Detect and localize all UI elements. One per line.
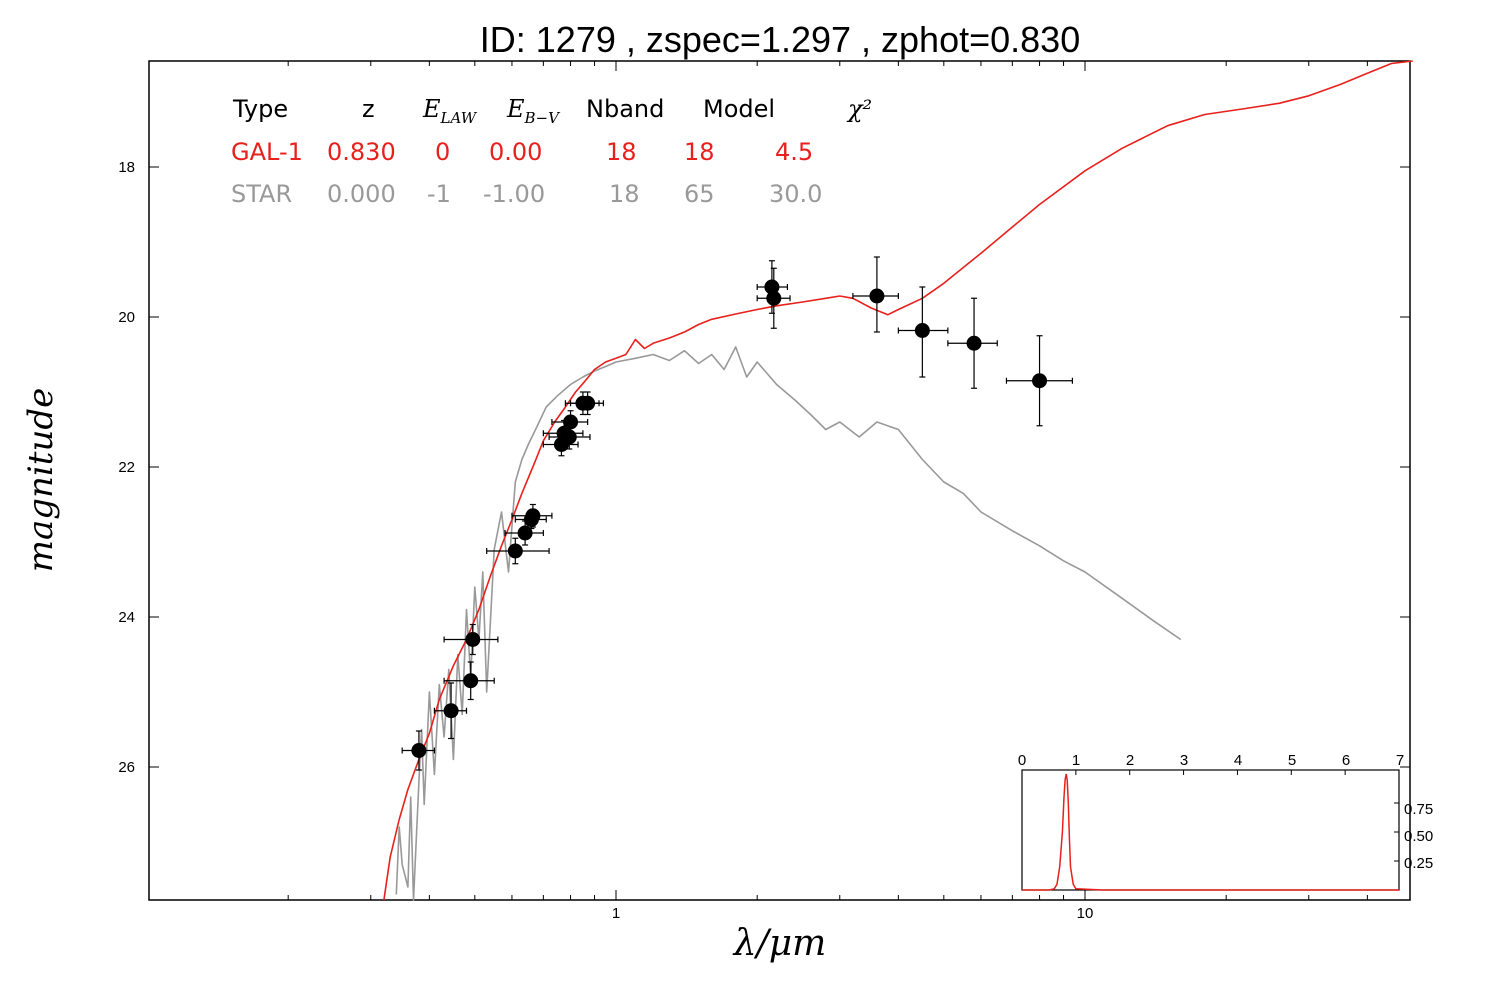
- observation-point: [869, 288, 885, 304]
- legend-gal-chi2: 4.5: [775, 138, 813, 166]
- legend-header-elaw-sub: LAW: [440, 109, 478, 127]
- inset-x-tick-label: 3: [1180, 752, 1188, 769]
- inset-y-tick-label: 0.50: [1404, 828, 1433, 845]
- y-tick-label: 22: [118, 459, 135, 476]
- observation-point: [465, 632, 481, 647]
- x-axis-label: λ/μm: [732, 923, 826, 964]
- legend-header-elaw: ELAW: [422, 95, 478, 127]
- legend-header-model: Model: [703, 95, 775, 123]
- observation-point: [764, 279, 780, 295]
- observation-point: [966, 335, 982, 351]
- observation-point: [443, 703, 459, 719]
- legend-star-type: STAR: [231, 180, 292, 208]
- legend-gal-type: GAL-1: [231, 138, 303, 166]
- legend-gal-model: 18: [684, 138, 715, 166]
- legend-star-ebv: -1.00: [483, 180, 545, 208]
- inset-x-tick-label: 7: [1396, 752, 1404, 769]
- observation-point: [523, 512, 539, 527]
- observation-point: [411, 743, 427, 758]
- legend-header-ebv-sub: B−V: [524, 109, 562, 127]
- y-axis-label: magnitude: [21, 388, 61, 573]
- main-axis-ticks: [149, 61, 1410, 900]
- inset-x-tick-label: 1: [1072, 752, 1080, 769]
- main-series-group: [383, 60, 1413, 901]
- inset-x-tick-label: 4: [1234, 752, 1242, 769]
- legend-header-chi2: χ²: [846, 95, 872, 123]
- legend-header-type: Type: [232, 95, 288, 123]
- chart-title: ID: 1279 , zspec=1.297 , zphot=0.830: [480, 19, 1080, 60]
- y-tick-label: 18: [118, 159, 135, 176]
- observation-point: [1032, 373, 1048, 389]
- legend-gal-ebv: 0.00: [489, 138, 542, 166]
- inset-x-tick-label: 2: [1126, 752, 1134, 769]
- y-tick-label: 20: [118, 309, 135, 326]
- legend-star-elaw: -1: [427, 180, 451, 208]
- observation-point: [580, 395, 596, 411]
- legend-star-model: 65: [684, 180, 715, 208]
- y-tick-label: 24: [118, 609, 135, 626]
- observation-point: [766, 290, 782, 306]
- inset-pdf-line: [1022, 773, 1399, 891]
- legend-header-nband: Nband: [586, 95, 664, 123]
- legend-header-z: z: [362, 95, 375, 123]
- observation-point: [914, 323, 930, 338]
- observation-point: [463, 673, 479, 689]
- inset-series-group: [1022, 773, 1399, 891]
- observation-point: [507, 543, 523, 559]
- inset-x-tick-label: 5: [1288, 752, 1296, 769]
- legend-gal-nband: 18: [606, 138, 637, 166]
- legend-table: Type z ELAW EB−V Nband Model χ² GAL-1 0.…: [231, 95, 872, 208]
- inset-frame: [1021, 769, 1400, 891]
- legend-gal-z: 0.830: [327, 138, 396, 166]
- legend-gal-elaw: 0: [435, 138, 450, 166]
- observations-group: [401, 256, 1073, 771]
- y-tick-label: 26: [118, 759, 135, 776]
- observation-point: [561, 429, 577, 445]
- observation-point: [563, 414, 579, 430]
- legend-star-z: 0.000: [327, 180, 396, 208]
- series-line-gal-1: [383, 60, 1413, 901]
- x-tick-label: 1: [612, 905, 620, 922]
- legend-header-ebv: EB−V: [506, 95, 561, 127]
- inset-x-tick-label: 6: [1342, 752, 1350, 769]
- legend-star-nband: 18: [609, 180, 640, 208]
- inset-axis-ticks: [1021, 770, 1400, 862]
- inset-y-tick-label: 0.75: [1404, 801, 1433, 818]
- plot-frame: [148, 60, 1411, 901]
- inset-x-tick-label: 0: [1018, 752, 1026, 769]
- legend-star-chi2: 30.0: [769, 180, 822, 208]
- x-tick-label: 10: [1077, 905, 1094, 922]
- inset-y-tick-label: 0.25: [1404, 855, 1433, 872]
- observation-point: [517, 525, 533, 541]
